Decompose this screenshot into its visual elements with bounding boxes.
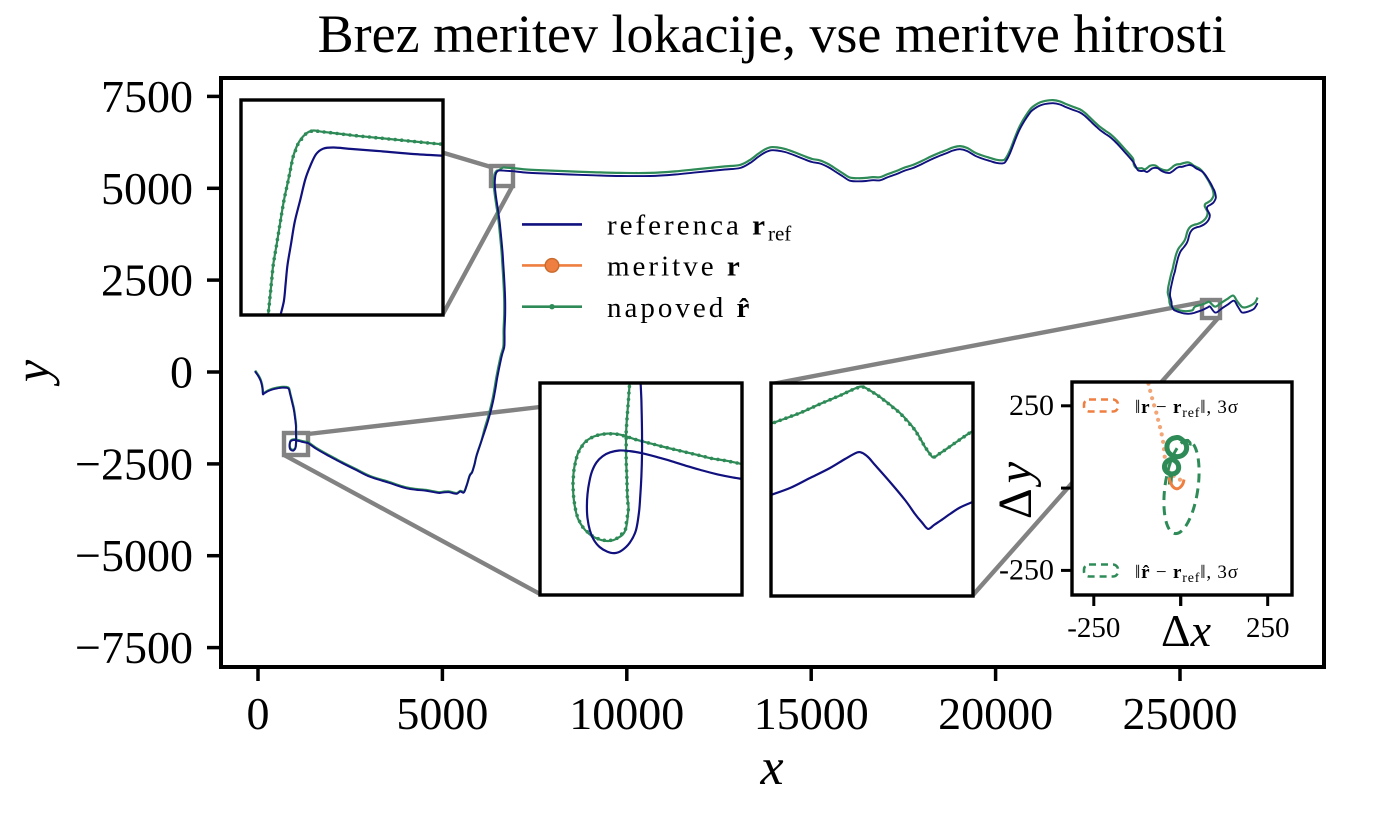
svg-text:−2500: −2500 [75,438,193,489]
svg-text:250: 250 [1009,389,1054,422]
svg-text:5000: 5000 [101,163,193,214]
svg-text:-250: -250 [1067,612,1120,644]
svg-text:2500: 2500 [101,255,193,306]
svg-text:−5000: −5000 [75,530,193,581]
svg-text:−7500: −7500 [75,622,193,673]
svg-text:meritve r: meritve r [607,251,743,283]
svg-text:-250: -250 [999,553,1054,586]
svg-text:20000: 20000 [938,688,1053,739]
svg-text:250: 250 [1246,612,1290,644]
svg-text:napoved r̂: napoved r̂ [607,292,752,324]
svg-text:25000: 25000 [1123,688,1238,739]
svg-text:5000: 5000 [396,688,488,739]
svg-text:0: 0 [170,347,193,398]
svg-text:Brez meritev lokacije, vse mer: Brez meritev lokacije, vse meritve hitro… [318,4,1227,64]
svg-text:Δy: Δy [989,457,1042,519]
svg-text:x: x [759,739,783,796]
svg-text:y: y [4,359,60,387]
svg-text:15000: 15000 [754,688,869,739]
svg-text:Δx: Δx [1161,605,1212,656]
svg-text:10000: 10000 [569,688,684,739]
svg-text:7500: 7500 [101,71,193,122]
svg-text:0: 0 [247,688,270,739]
svg-text:referenca rref: referenca rref [607,210,791,246]
